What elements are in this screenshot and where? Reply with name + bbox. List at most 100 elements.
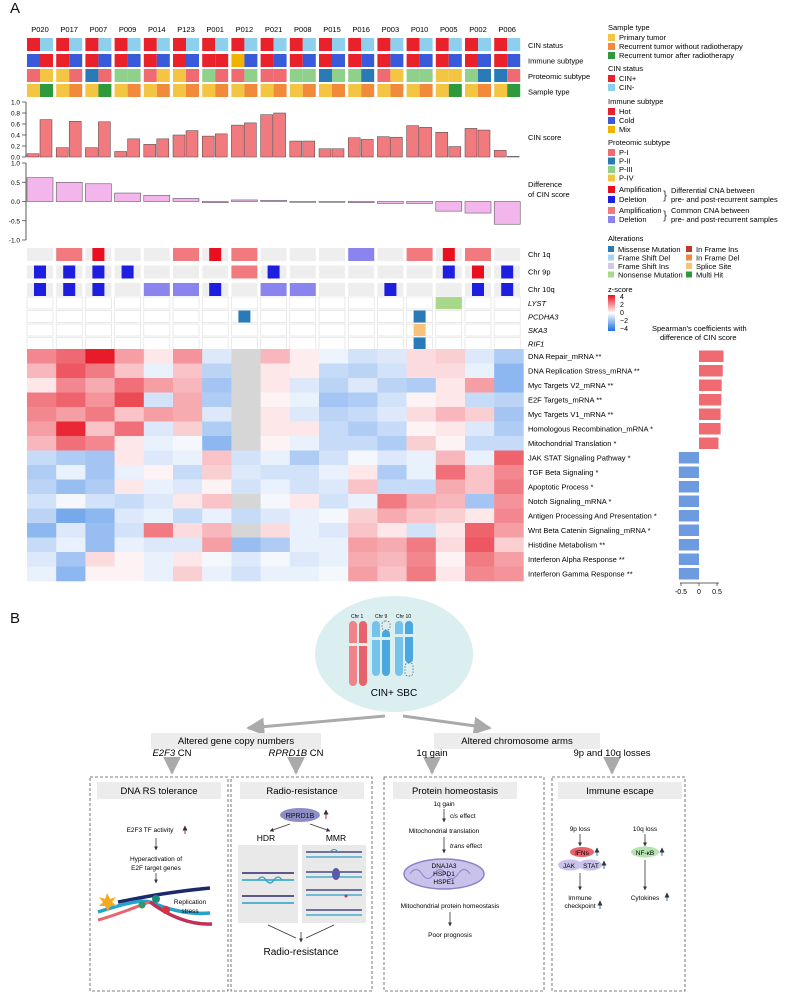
annotation-cell-sample_type (465, 84, 478, 97)
annotation-cell-cin_status (231, 38, 245, 51)
heatmap-cell (114, 392, 145, 408)
annotation-row-label: Proteomic subtype (528, 72, 590, 81)
heatmap-cell (231, 392, 261, 408)
heatmap-cell (465, 494, 495, 509)
cin-score-label: CIN score (528, 133, 561, 142)
heatmap-cell (319, 363, 349, 379)
annotation-cell-cin_status (302, 38, 316, 51)
sample-label: P015 (323, 25, 341, 34)
pathway-label: DNA Replication Stress_mRNA ** (528, 367, 640, 376)
alteration-swatch (686, 246, 692, 252)
sample-label: P006 (498, 25, 516, 34)
cin-score-bar (231, 124, 244, 158)
annotation-cell-proteomic_subtype (98, 69, 112, 82)
legend-swatch (608, 126, 615, 133)
heatmap-cell (231, 465, 261, 480)
heatmap-cell (348, 407, 378, 422)
heatmap-cell (173, 363, 203, 379)
heatmap-cell (202, 552, 232, 567)
heatmap-cell (377, 523, 407, 538)
cin-score-bar (302, 140, 316, 158)
diff-tick-label: -0.5 (9, 218, 21, 225)
cna-cell-del_c (260, 283, 287, 296)
heatmap-cell (231, 349, 261, 364)
heatmap-cell (114, 349, 145, 364)
spearman-bar (678, 510, 699, 522)
heatmap-cell (85, 508, 115, 524)
annotation-cell-cin_status (202, 38, 216, 51)
annotation-cell-immune_subtype (406, 54, 420, 67)
cna-cell-bg (202, 265, 229, 279)
sample-label: P007 (90, 25, 108, 34)
heatmap-cell (465, 479, 495, 495)
cna-cell-amp_d (442, 248, 455, 261)
heatmap-cell (377, 552, 407, 567)
annotation-cell-sample_type (215, 84, 229, 97)
cna-cell-del_d (209, 283, 222, 296)
diff-cin-bar (143, 195, 171, 202)
annotation-cell-cin_status (156, 38, 170, 51)
heatmap-cell (231, 566, 261, 582)
cna-cell-amp_d (472, 265, 484, 279)
cna-cell-del_c (289, 283, 316, 296)
annotation-cell-cin_status (348, 38, 362, 51)
annotation-cell-sample_type (56, 84, 70, 97)
pathway-label: Mitochondrial Translation * (528, 439, 616, 448)
annotation-cell-sample_type (260, 84, 274, 97)
heatmap-cell (289, 494, 320, 509)
cna-cell-bg (319, 283, 345, 296)
mutation-cell-bg (172, 310, 200, 323)
annotation-cell-immune_subtype (507, 54, 521, 67)
heatmap-cell (406, 378, 437, 393)
cin-score-bar (435, 132, 449, 158)
heatmap-cell (231, 363, 261, 379)
heatmap-cell (56, 523, 86, 538)
heatmap-cell (173, 479, 203, 495)
box2-footer: Radio-resistance (263, 947, 338, 958)
mutation-cell-bg (260, 310, 287, 323)
heatmap-cell (56, 537, 86, 553)
cna-cell-amp_d (92, 248, 105, 261)
spearman-bar (699, 365, 723, 377)
heatmap-cell (406, 349, 437, 364)
heatmap-cell (202, 436, 232, 451)
mutation-cell-bg (85, 296, 112, 310)
cna-cell-bg (143, 248, 170, 261)
heatmap-cell (260, 552, 291, 567)
annotation-cell-sample_type (302, 84, 316, 97)
annotation-cell-sample_type (244, 84, 258, 97)
cna-cell-bg (319, 248, 345, 261)
box3-protein-3: HSPE1 (433, 879, 455, 886)
heatmap-cell (289, 421, 320, 437)
cna-row-label: Chr 9p (528, 268, 551, 277)
legend-swatch (608, 149, 615, 156)
annotation-cell-cin_status (56, 38, 70, 51)
heatmap-cell (260, 465, 291, 480)
alteration-swatch (686, 263, 692, 269)
heatmap-cell (319, 523, 349, 538)
annotation-cell-proteomic_subtype (507, 69, 521, 82)
legend-cna-diff-amp: Amplification (619, 185, 662, 194)
annotation-cell-immune_subtype (114, 54, 128, 67)
rprd1b-cn-label: RPRD1B CN (269, 748, 324, 759)
annotation-cell-proteomic_subtype (332, 69, 345, 82)
mutation-cell-bg (435, 323, 463, 337)
mutation-cell-bg (26, 337, 54, 350)
heatmap-cell (173, 552, 203, 567)
alteration-label: In Frame Del (696, 254, 740, 263)
cna-cell-bg (377, 265, 404, 279)
svg-text:}: } (663, 208, 667, 222)
heatmap-cell (231, 450, 261, 466)
alteration-label: Splice Site (696, 262, 731, 271)
heatmap-cell (231, 378, 261, 393)
annotation-cell-immune_subtype (98, 54, 112, 67)
heatmap-cell (260, 523, 291, 538)
annotation-cell-immune_subtype (173, 54, 186, 67)
sample-labels: P020 P017 P007 P009 P014 P123 P001 P012 P021 P008… (31, 25, 516, 34)
cna-cell-amp_c (173, 248, 199, 261)
annotation-cell-proteomic_subtype (406, 69, 420, 82)
annotation-cell-proteomic_subtype (465, 69, 478, 82)
heatmap-cell (114, 523, 145, 538)
cna-cell-del_d (63, 283, 76, 296)
